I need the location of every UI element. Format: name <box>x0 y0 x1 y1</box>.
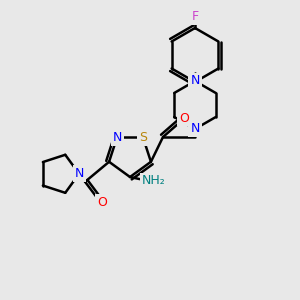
Text: S: S <box>139 131 147 144</box>
Text: N: N <box>190 74 200 88</box>
Text: N: N <box>112 131 122 144</box>
Text: N: N <box>74 167 84 180</box>
Text: N: N <box>190 122 200 136</box>
Text: O: O <box>179 112 189 124</box>
Text: NH₂: NH₂ <box>142 175 166 188</box>
Text: F: F <box>191 11 199 23</box>
Text: O: O <box>97 196 107 209</box>
